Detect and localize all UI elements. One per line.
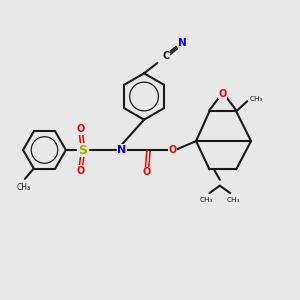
Text: O: O bbox=[76, 166, 85, 176]
Text: CH₃: CH₃ bbox=[16, 182, 30, 191]
Text: O: O bbox=[219, 88, 227, 98]
Text: CH₃: CH₃ bbox=[227, 197, 241, 203]
Text: N: N bbox=[178, 38, 187, 48]
Text: C: C bbox=[162, 51, 169, 62]
Text: CH₃: CH₃ bbox=[199, 197, 213, 203]
Text: O: O bbox=[168, 145, 176, 155]
Text: O: O bbox=[76, 124, 85, 134]
Text: O: O bbox=[143, 167, 151, 177]
Text: CH₃: CH₃ bbox=[250, 96, 263, 102]
Text: N: N bbox=[117, 145, 126, 155]
Text: S: S bbox=[79, 143, 88, 157]
